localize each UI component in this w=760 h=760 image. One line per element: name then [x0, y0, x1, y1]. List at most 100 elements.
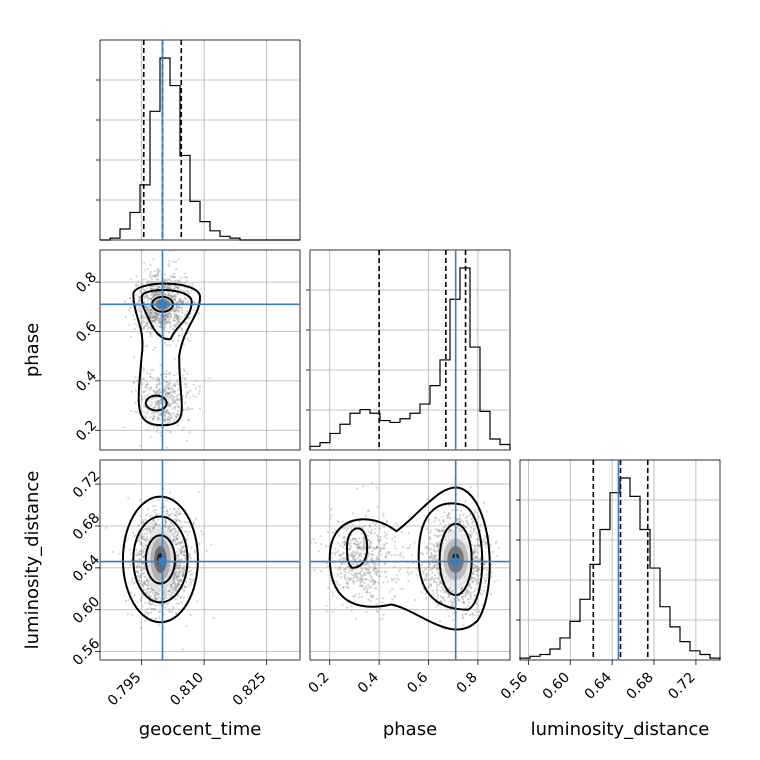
sample-point — [338, 554, 342, 557]
sample-point — [470, 536, 473, 539]
sample-point — [430, 568, 433, 571]
sample-point — [364, 573, 367, 577]
sample-point — [399, 554, 402, 557]
sample-point — [462, 524, 465, 527]
sample-point — [139, 574, 143, 577]
sample-point — [458, 520, 461, 523]
sample-point — [188, 571, 191, 574]
sample-point — [177, 609, 180, 612]
sample-point — [436, 545, 439, 548]
sample-point — [474, 609, 477, 613]
sample-point — [370, 482, 374, 485]
sample-point — [359, 570, 362, 574]
sample-point — [387, 550, 390, 554]
sample-point — [167, 527, 170, 530]
sample-point — [146, 528, 149, 531]
sample-point — [178, 300, 181, 303]
sample-point — [164, 409, 168, 412]
sample-point — [470, 517, 473, 521]
sample-point — [435, 580, 438, 584]
sample-point — [154, 294, 157, 297]
sample-point — [473, 563, 476, 566]
sample-point — [189, 573, 192, 576]
sample-point — [147, 326, 150, 329]
sample-point — [363, 542, 366, 545]
sample-point — [152, 417, 155, 420]
sample-point — [374, 562, 377, 565]
y-tick-label: 0.2 — [73, 417, 100, 444]
sample-point — [469, 592, 473, 595]
sample-point — [159, 317, 162, 320]
sample-point — [174, 325, 177, 329]
sample-point — [136, 284, 139, 287]
sample-point — [422, 553, 425, 556]
sample-point — [130, 390, 133, 393]
sample-point — [385, 519, 389, 523]
sample-point — [190, 289, 193, 292]
sample-point — [133, 327, 137, 331]
sample-point — [174, 406, 177, 409]
sample-point — [362, 537, 365, 541]
sample-point — [163, 390, 166, 393]
sample-point — [358, 558, 361, 561]
sample-point — [353, 554, 356, 557]
sample-point — [139, 310, 142, 313]
sample-point — [477, 568, 480, 571]
sample-point — [490, 575, 493, 578]
sample-point — [146, 306, 150, 309]
sample-point — [155, 514, 158, 517]
sample-point — [179, 541, 182, 544]
sample-point — [155, 313, 158, 316]
sample-point — [364, 587, 367, 590]
sample-point — [420, 590, 423, 594]
sample-point — [329, 517, 332, 520]
sample-point — [141, 537, 144, 540]
sample-point — [497, 547, 500, 550]
sample-point — [144, 416, 147, 420]
sample-point — [368, 545, 371, 549]
sample-point — [134, 410, 137, 413]
sample-point — [349, 546, 353, 549]
sample-point — [423, 578, 427, 581]
sample-point — [181, 541, 184, 544]
sample-point — [377, 558, 380, 561]
sample-point — [472, 553, 475, 556]
sample-point — [153, 415, 156, 418]
sample-point — [372, 583, 375, 586]
sample-point — [194, 395, 197, 398]
sample-point — [158, 270, 161, 273]
sample-point — [166, 285, 169, 289]
sample-point — [146, 611, 149, 615]
sample-point — [343, 577, 347, 580]
geocent-time-histogram-panel — [96, 39, 301, 241]
sample-point — [366, 509, 370, 512]
sample-point — [385, 552, 388, 555]
sample-point — [156, 400, 159, 403]
sample-point — [435, 509, 438, 512]
sample-point — [176, 399, 179, 402]
sample-point — [375, 568, 378, 571]
sample-point — [383, 562, 386, 566]
sample-point — [177, 572, 180, 575]
sample-point — [480, 593, 484, 596]
sample-point — [152, 414, 155, 417]
sample-point — [180, 300, 183, 303]
sample-point — [350, 526, 353, 530]
x-tick-label: 0.810 — [167, 670, 207, 710]
sample-point — [386, 580, 390, 583]
sample-point — [181, 333, 184, 336]
sample-point — [169, 379, 172, 382]
sample-point — [140, 310, 143, 314]
histogram-step-line — [100, 57, 300, 241]
sample-point — [142, 583, 145, 586]
histogram-step-line — [309, 267, 511, 450]
sample-point — [352, 554, 355, 557]
sample-point — [473, 566, 476, 570]
sample-point — [372, 569, 375, 572]
sample-point — [436, 585, 439, 589]
sample-point — [486, 510, 489, 514]
sample-point — [361, 579, 365, 582]
sample-point — [165, 409, 168, 412]
sample-point — [170, 393, 173, 397]
